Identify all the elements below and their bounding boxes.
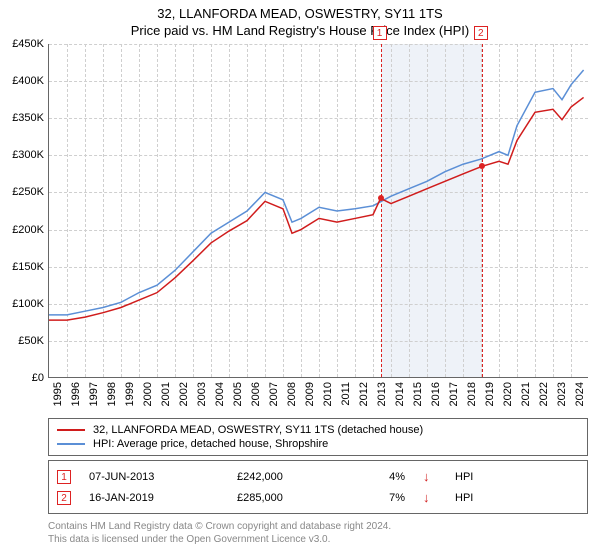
legend: 32, LLANFORDA MEAD, OSWESTRY, SY11 1TS (… bbox=[48, 418, 588, 456]
y-tick-label: £300K bbox=[12, 149, 44, 161]
sale-row: 1 07-JUN-2013 £242,000 4% ↓ HPI bbox=[57, 466, 579, 487]
legend-row: HPI: Average price, detached house, Shro… bbox=[57, 437, 579, 451]
sale-pct: 7% bbox=[365, 492, 405, 504]
x-tick-label: 2010 bbox=[322, 382, 334, 406]
sale-row: 2 16-JAN-2019 £285,000 7% ↓ HPI bbox=[57, 487, 579, 508]
y-tick-label: £100K bbox=[12, 298, 44, 310]
x-tick-label: 2004 bbox=[214, 382, 226, 406]
x-tick-label: 2016 bbox=[430, 382, 442, 406]
attribution-line: Contains HM Land Registry data © Crown c… bbox=[48, 520, 588, 533]
y-tick-label: £150K bbox=[12, 261, 44, 273]
y-tick-label: £400K bbox=[12, 75, 44, 87]
x-tick-label: 2006 bbox=[250, 382, 262, 406]
y-tick-label: £50K bbox=[18, 335, 44, 347]
x-tick-label: 2011 bbox=[340, 382, 352, 406]
x-tick-label: 2001 bbox=[160, 382, 172, 406]
attribution-line: This data is licensed under the Open Gov… bbox=[48, 533, 588, 546]
y-tick-label: £450K bbox=[12, 38, 44, 50]
sale-point bbox=[378, 195, 384, 201]
x-tick-label: 2024 bbox=[574, 382, 586, 406]
x-tick-label: 2005 bbox=[232, 382, 244, 406]
title-block: 32, LLANFORDA MEAD, OSWESTRY, SY11 1TS P… bbox=[0, 0, 600, 40]
down-arrow-icon: ↓ bbox=[423, 469, 437, 484]
x-tick-label: 2017 bbox=[448, 382, 460, 406]
legend-swatch bbox=[57, 443, 85, 445]
page-title: 32, LLANFORDA MEAD, OSWESTRY, SY11 1TS bbox=[0, 6, 600, 23]
marker-badge: 1 bbox=[373, 26, 387, 40]
sale-marker: 2 bbox=[57, 491, 71, 505]
legend-swatch bbox=[57, 429, 85, 431]
x-tick-label: 2022 bbox=[538, 382, 550, 406]
sale-vs: HPI bbox=[455, 471, 473, 483]
sale-date: 16-JAN-2019 bbox=[89, 492, 219, 504]
sale-price: £285,000 bbox=[237, 492, 347, 504]
x-tick-label: 2019 bbox=[484, 382, 496, 406]
x-tick-label: 1995 bbox=[52, 382, 64, 406]
y-tick-label: £250K bbox=[12, 186, 44, 198]
chart-svg bbox=[49, 44, 589, 378]
x-tick-label: 2007 bbox=[268, 382, 280, 406]
sale-date: 07-JUN-2013 bbox=[89, 471, 219, 483]
sale-price: £242,000 bbox=[237, 471, 347, 483]
x-tick-label: 2003 bbox=[196, 382, 208, 406]
y-tick-label: £0 bbox=[32, 372, 44, 384]
x-tick-label: 2014 bbox=[394, 382, 406, 406]
marker-badge: 2 bbox=[474, 26, 488, 40]
legend-row: 32, LLANFORDA MEAD, OSWESTRY, SY11 1TS (… bbox=[57, 423, 579, 437]
x-tick-label: 2009 bbox=[304, 382, 316, 406]
x-tick-label: 2000 bbox=[142, 382, 154, 406]
x-tick-label: 2015 bbox=[412, 382, 424, 406]
x-tick-label: 2018 bbox=[466, 382, 478, 406]
sales-table: 1 07-JUN-2013 £242,000 4% ↓ HPI 2 16-JAN-2019 £2… bbox=[48, 460, 588, 514]
y-tick-label: £200K bbox=[12, 224, 44, 236]
x-tick-label: 2012 bbox=[358, 382, 370, 406]
x-tick-label: 2013 bbox=[376, 382, 388, 406]
sale-pct: 4% bbox=[365, 471, 405, 483]
x-tick-label: 1996 bbox=[70, 382, 82, 406]
sale-point bbox=[479, 163, 485, 169]
x-tick-label: 2021 bbox=[520, 382, 532, 406]
x-tick-label: 2023 bbox=[556, 382, 568, 406]
y-tick-label: £350K bbox=[12, 112, 44, 124]
sale-vs: HPI bbox=[455, 492, 473, 504]
x-tick-label: 2008 bbox=[286, 382, 298, 406]
chart-container: 32, LLANFORDA MEAD, OSWESTRY, SY11 1TS P… bbox=[0, 0, 600, 560]
x-tick-label: 1999 bbox=[124, 382, 136, 406]
down-arrow-icon: ↓ bbox=[423, 490, 437, 505]
x-tick-label: 2020 bbox=[502, 382, 514, 406]
line-chart bbox=[48, 44, 588, 378]
legend-label: 32, LLANFORDA MEAD, OSWESTRY, SY11 1TS (… bbox=[93, 424, 423, 436]
x-tick-label: 2002 bbox=[178, 382, 190, 406]
attribution: Contains HM Land Registry data © Crown c… bbox=[48, 520, 588, 546]
x-tick-label: 1998 bbox=[106, 382, 118, 406]
legend-label: HPI: Average price, detached house, Shro… bbox=[93, 438, 328, 450]
page-subtitle: Price paid vs. HM Land Registry's House … bbox=[0, 23, 600, 40]
series-hpi bbox=[49, 70, 584, 315]
x-tick-label: 1997 bbox=[88, 382, 100, 406]
sale-marker: 1 bbox=[57, 470, 71, 484]
